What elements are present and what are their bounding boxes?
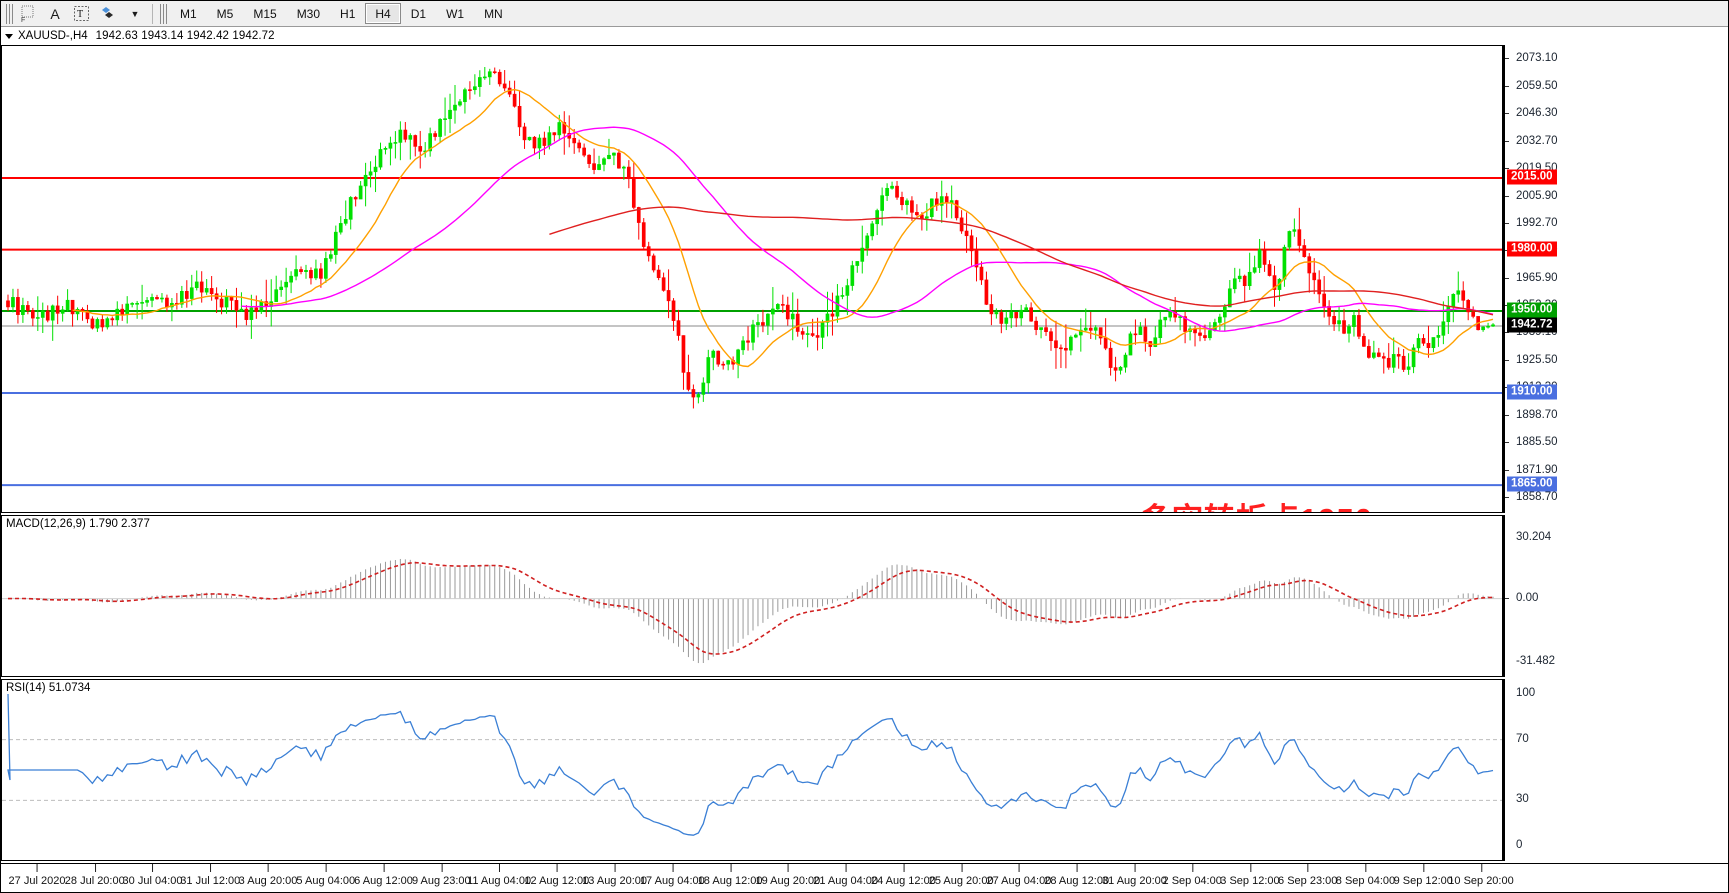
time-tick-label: 6 Aug 12:00 xyxy=(354,864,413,887)
rsi-tick-70: 70 xyxy=(1516,732,1529,745)
price-tick-2032-70: 2032.70 xyxy=(1505,135,1558,147)
time-tick-label: 21 Aug 04:00 xyxy=(813,864,879,887)
price-tick-1898-70: 1898.70 xyxy=(1505,409,1558,421)
price-level-tag-1980-00[interactable]: 1980.00 xyxy=(1507,241,1557,257)
macd-tick-0neg00: 0.00 xyxy=(1505,592,1538,604)
time-tick-label: 24 Aug 12:00 xyxy=(870,864,936,887)
label-tool-icon[interactable]: T xyxy=(69,3,93,25)
price-level-tag-1942-72[interactable]: 1942.72 xyxy=(1507,317,1557,333)
macd-tick-neg31-482: -31.482 xyxy=(1516,655,1556,667)
price-tick-1885-50: 1885.50 xyxy=(1505,436,1558,448)
ohlc-values: 1942.63 1943.14 1942.42 1942.72 xyxy=(95,30,275,42)
collapse-caret-icon[interactable] xyxy=(5,33,13,39)
time-tick-label: 19 Aug 20:00 xyxy=(755,864,821,887)
price-tick-1925-50: 1925.50 xyxy=(1505,354,1558,366)
rsi-tick-30: 30 xyxy=(1516,793,1529,806)
price-tick-1871-90: 1871.90 xyxy=(1505,464,1558,476)
time-tick-label: 11 Aug 04:00 xyxy=(467,864,532,887)
price-level-tag-1950-00[interactable]: 1950.00 xyxy=(1507,302,1557,318)
price-level-tag-2015-00[interactable]: 2015.00 xyxy=(1507,169,1557,185)
time-axis[interactable]: 27 Jul 2020 28 Jul 20:00 30 Jul 04:00 31 Ju… xyxy=(1,863,1728,892)
toolbar-divider xyxy=(152,3,153,24)
toolbar: F A T ▼ M1 M5 M15 M30 H1 H4 D1 W1 MN xyxy=(1,1,1728,27)
timeframe-button-h1[interactable]: H1 xyxy=(340,6,356,21)
timeframe-grip-handle[interactable] xyxy=(160,3,167,24)
price-level-tag-1865-00[interactable]: 1865.00 xyxy=(1507,476,1557,492)
timeframe-button-d1[interactable]: D1 xyxy=(410,6,427,21)
shapes-dropdown-arrow-icon[interactable]: ▼ xyxy=(130,8,140,19)
rsi-chart-canvas xyxy=(2,693,1502,836)
chart-annotation-text: 多空转折点1950 xyxy=(1140,494,1373,512)
timeframe-button-m30[interactable]: M30 xyxy=(296,6,321,21)
timeframe-button-m1[interactable]: M1 xyxy=(180,6,197,21)
macd-chart-canvas xyxy=(2,558,1502,664)
time-tick-label: 10 Sep 20:00 xyxy=(1448,864,1514,887)
time-tick-label: 3 Sep 12:00 xyxy=(1220,864,1280,887)
rsi-axis-scale: 100 70 30 0 xyxy=(1503,679,1728,861)
macd-indicator-label: MACD(12,26,9) 1.790 2.377 xyxy=(6,518,150,530)
rsi-tick-100: 100 xyxy=(1516,687,1536,699)
time-tick-label: 5 Aug 04:00 xyxy=(296,864,356,887)
time-tick-label: 3 Aug 20:00 xyxy=(238,864,298,887)
timeframe-button-m5[interactable]: M5 xyxy=(216,6,234,21)
svg-text:T: T xyxy=(77,9,83,20)
time-tick-label: 8 Sep 04:00 xyxy=(1335,864,1396,887)
timeframe-button-group: M1 M5 M15 M30 H1 H4 D1 W1 MN xyxy=(170,3,513,24)
time-tick-label: 31 Jul 12:00 xyxy=(180,864,241,887)
svg-text:F: F xyxy=(21,17,25,23)
price-tick-1965-90: 1965.90 xyxy=(1505,272,1558,284)
symbol-name: XAUUSD-,H4 xyxy=(18,30,88,42)
time-tick-label: 9 Sep 12:00 xyxy=(1393,864,1453,887)
macd-tick-30neg204: 30.204 xyxy=(1516,531,1552,543)
time-tick-label: 30 Jul 04:00 xyxy=(122,864,183,887)
price-chart-panel[interactable]: 多空转折点1950 xyxy=(1,45,1503,513)
text-tool-icon[interactable]: A xyxy=(50,5,60,22)
time-tick-label: 27 Jul 2020 xyxy=(8,864,66,887)
price-level-tag-1910-00[interactable]: 1910.00 xyxy=(1507,384,1557,400)
price-chart-canvas xyxy=(2,67,1502,487)
shapes-tool-icon[interactable] xyxy=(95,3,121,25)
price-axis-scale[interactable]: 2073.10 2059.50 2046.30 2032.70 2019.50 2005.… xyxy=(1503,45,1728,513)
time-tick-label: 12 Aug 12:00 xyxy=(524,864,590,887)
price-tick-2073-10: 2073.10 xyxy=(1505,52,1558,64)
rsi-indicator-label: RSI(14) 51.0734 xyxy=(6,682,91,694)
timeframe-button-m15[interactable]: M15 xyxy=(253,6,277,21)
price-tick-2005-90: 2005.90 xyxy=(1505,190,1558,202)
timeframe-button-h4[interactable]: H4 xyxy=(365,3,401,24)
time-tick-label: 6 Sep 23:00 xyxy=(1278,864,1338,887)
rsi-indicator-panel[interactable]: RSI(14) 51.0734 xyxy=(1,679,1503,861)
price-tick-2059-50: 2059.50 xyxy=(1505,80,1558,92)
symbol-quote-bar: XAUUSD-,H4 1942.63 1943.14 1942.42 1942.… xyxy=(1,28,1728,44)
macd-axis-scale: 30.204 0.00 -31.482 xyxy=(1503,515,1728,677)
time-tick-label: 27 Aug 04:00 xyxy=(986,864,1052,887)
price-tick-1992-70: 1992.70 xyxy=(1505,217,1558,229)
price-tick-2046-30: 2046.30 xyxy=(1505,107,1558,119)
time-tick-label: 17 Aug 04:00 xyxy=(639,864,705,887)
time-tick-label: 18 Aug 12:00 xyxy=(697,864,763,887)
time-tick-label: 28 Aug 12:00 xyxy=(1044,864,1110,887)
crosshair-f-icon[interactable]: F xyxy=(17,3,41,25)
timeframe-button-w1[interactable]: W1 xyxy=(446,6,465,21)
time-tick-label: 28 Jul 20:00 xyxy=(64,864,125,887)
time-tick-label: 13 Aug 20:00 xyxy=(582,864,648,887)
price-tick-1858-70: 1858.70 xyxy=(1505,491,1558,503)
time-tick-label: 31 Aug 20:00 xyxy=(1102,864,1167,887)
timeframe-button-mn[interactable]: MN xyxy=(484,6,503,21)
time-tick-label: 25 Aug 20:00 xyxy=(928,864,994,887)
macd-indicator-panel[interactable]: MACD(12,26,9) 1.790 2.377 xyxy=(1,515,1503,677)
time-tick-label: 9 Aug 23:00 xyxy=(411,864,471,887)
toolbar-grip-handle[interactable] xyxy=(6,3,13,24)
rsi-tick-0: 0 xyxy=(1516,839,1523,851)
time-tick-label: 2 Sep 04:00 xyxy=(1162,864,1222,887)
